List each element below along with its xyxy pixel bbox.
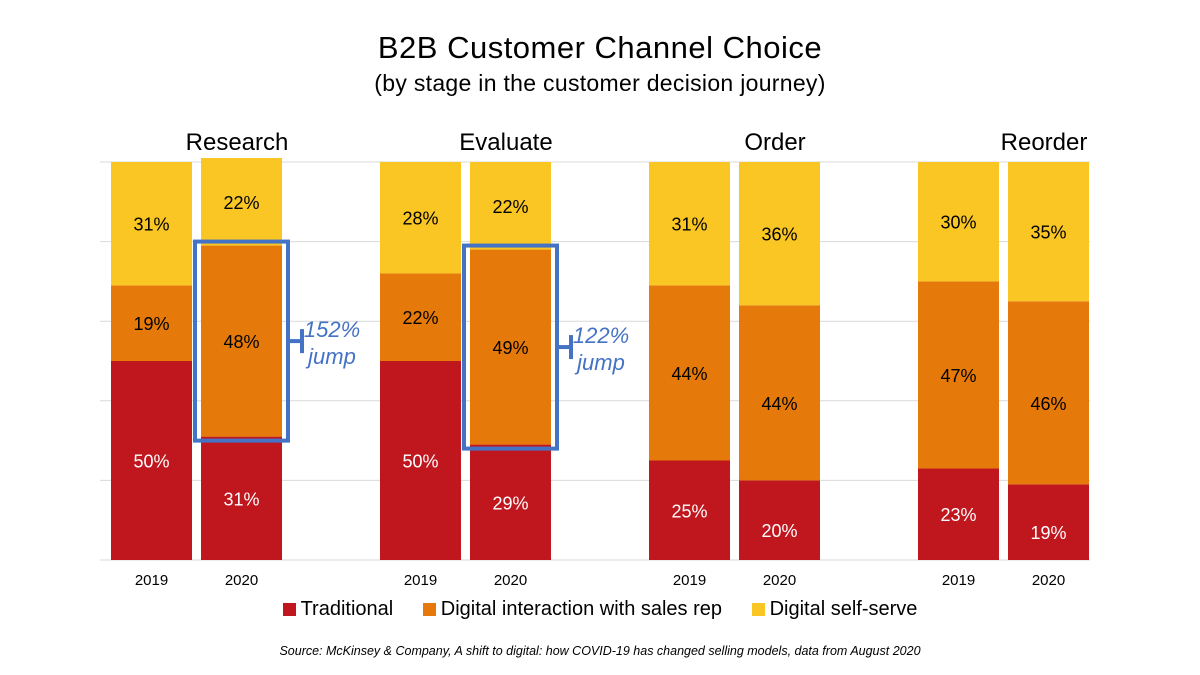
annotation-text-research-0: 152% <box>304 317 360 342</box>
data-label-evaluate-2019-digital-interaction-with-sales-rep: 22% <box>402 308 438 328</box>
data-label-order-2019-digital-self-serve: 31% <box>671 215 707 235</box>
bar-order-2019-digital-interaction-with-sales-rep <box>649 285 730 461</box>
bar-reorder-2020-traditional <box>1008 484 1089 560</box>
data-label-research-2020-traditional: 31% <box>223 489 259 509</box>
bar-research-2020-digital-self-serve <box>201 158 282 246</box>
data-label-evaluate-2019-traditional: 50% <box>402 452 438 472</box>
bar-research-2020-traditional <box>201 436 282 560</box>
data-label-research-2019-digital-interaction-with-sales-rep: 19% <box>133 314 169 334</box>
bar-evaluate-2020-digital-interaction-with-sales-rep <box>470 249 551 445</box>
data-label-research-2020-digital-self-serve: 22% <box>223 193 259 213</box>
legend-label-digital-interaction: Digital interaction with sales rep <box>440 598 723 620</box>
group-label-research: Research <box>186 129 289 156</box>
bar-reorder-2019-digital-self-serve <box>918 162 999 282</box>
annotation-text-evaluate-1: jump <box>574 350 625 375</box>
year-label-evaluate-2019: 2019 <box>404 572 437 589</box>
bar-order-2019-digital-self-serve <box>649 162 730 286</box>
bar-evaluate-2019-digital-self-serve <box>380 162 461 274</box>
data-label-evaluate-2020-digital-interaction-with-sales-rep: 49% <box>492 338 528 358</box>
data-label-reorder-2020-traditional: 19% <box>1030 523 1066 543</box>
data-label-research-2019-digital-self-serve: 31% <box>133 215 169 235</box>
annotation-text-evaluate-0: 122% <box>573 323 629 348</box>
bar-research-2019-digital-self-serve <box>111 162 192 286</box>
data-label-evaluate-2020-traditional: 29% <box>492 493 528 513</box>
year-label-evaluate-2020: 2020 <box>494 572 527 589</box>
data-label-reorder-2020-digital-interaction-with-sales-rep: 46% <box>1030 394 1066 414</box>
legend-item-digital-self-serve: Digital self-serve <box>751 598 918 621</box>
bar-reorder-2020-digital-interaction-with-sales-rep <box>1008 301 1089 485</box>
legend-swatch-digital-interaction <box>422 603 436 616</box>
data-label-order-2020-digital-self-serve: 36% <box>761 225 797 245</box>
group-label-evaluate: Evaluate <box>459 129 552 156</box>
year-label-reorder-2020: 2020 <box>1032 572 1065 589</box>
year-label-reorder-2019: 2019 <box>942 572 975 589</box>
bar-evaluate-2020-digital-self-serve <box>470 162 551 250</box>
legend-swatch-traditional <box>282 603 296 616</box>
data-label-evaluate-2020-digital-self-serve: 22% <box>492 197 528 217</box>
bar-research-2019-digital-interaction-with-sales-rep <box>111 285 192 361</box>
bar-evaluate-2019-traditional <box>380 361 461 560</box>
legend-label-traditional: Traditional <box>300 598 394 620</box>
data-label-reorder-2019-digital-interaction-with-sales-rep: 47% <box>940 366 976 386</box>
data-label-reorder-2019-traditional: 23% <box>940 505 976 525</box>
legend-swatch-digital-self-serve <box>751 603 765 616</box>
bar-reorder-2020-digital-self-serve <box>1008 162 1089 302</box>
group-label-order: Order <box>744 129 805 156</box>
data-label-order-2020-traditional: 20% <box>761 521 797 541</box>
legend: Traditional Digital interaction with sal… <box>0 598 1200 622</box>
legend-label-digital-self-serve: Digital self-serve <box>769 598 918 620</box>
bar-order-2019-traditional <box>649 460 730 560</box>
bar-order-2020-traditional <box>739 480 820 560</box>
bar-reorder-2019-digital-interaction-with-sales-rep <box>918 281 999 469</box>
data-label-research-2020-digital-interaction-with-sales-rep: 48% <box>223 332 259 352</box>
source-note: Source: McKinsey & Company, A shift to d… <box>279 644 921 658</box>
bar-research-2019-traditional <box>111 361 192 560</box>
bar-reorder-2019-traditional <box>918 468 999 560</box>
annotation-text-research-1: jump <box>305 344 356 369</box>
data-label-evaluate-2019-digital-self-serve: 28% <box>402 209 438 229</box>
data-label-reorder-2020-digital-self-serve: 35% <box>1030 223 1066 243</box>
legend-item-traditional: Traditional <box>282 598 394 621</box>
bar-order-2020-digital-interaction-with-sales-rep <box>739 305 820 481</box>
data-label-order-2019-digital-interaction-with-sales-rep: 44% <box>671 364 707 384</box>
chart-title: B2B Customer Channel Choice <box>377 30 823 65</box>
data-label-reorder-2019-digital-self-serve: 30% <box>940 213 976 233</box>
chart-subtitle: (by stage in the customer decision journ… <box>374 70 826 96</box>
year-label-research-2019: 2019 <box>135 572 168 589</box>
year-label-order-2019: 2019 <box>673 572 706 589</box>
bar-research-2020-digital-interaction-with-sales-rep <box>201 245 282 437</box>
legend-item-digital-interaction: Digital interaction with sales rep <box>422 598 723 621</box>
group-label-reorder: Reorder <box>1001 129 1088 156</box>
data-label-order-2020-digital-interaction-with-sales-rep: 44% <box>761 394 797 414</box>
bar-evaluate-2019-digital-interaction-with-sales-rep <box>380 273 461 361</box>
year-label-research-2020: 2020 <box>225 572 258 589</box>
bar-evaluate-2020-traditional <box>470 444 551 560</box>
bar-order-2020-digital-self-serve <box>739 162 820 306</box>
data-label-order-2019-traditional: 25% <box>671 501 707 521</box>
data-label-research-2019-traditional: 50% <box>133 452 169 472</box>
year-label-order-2020: 2020 <box>763 572 796 589</box>
